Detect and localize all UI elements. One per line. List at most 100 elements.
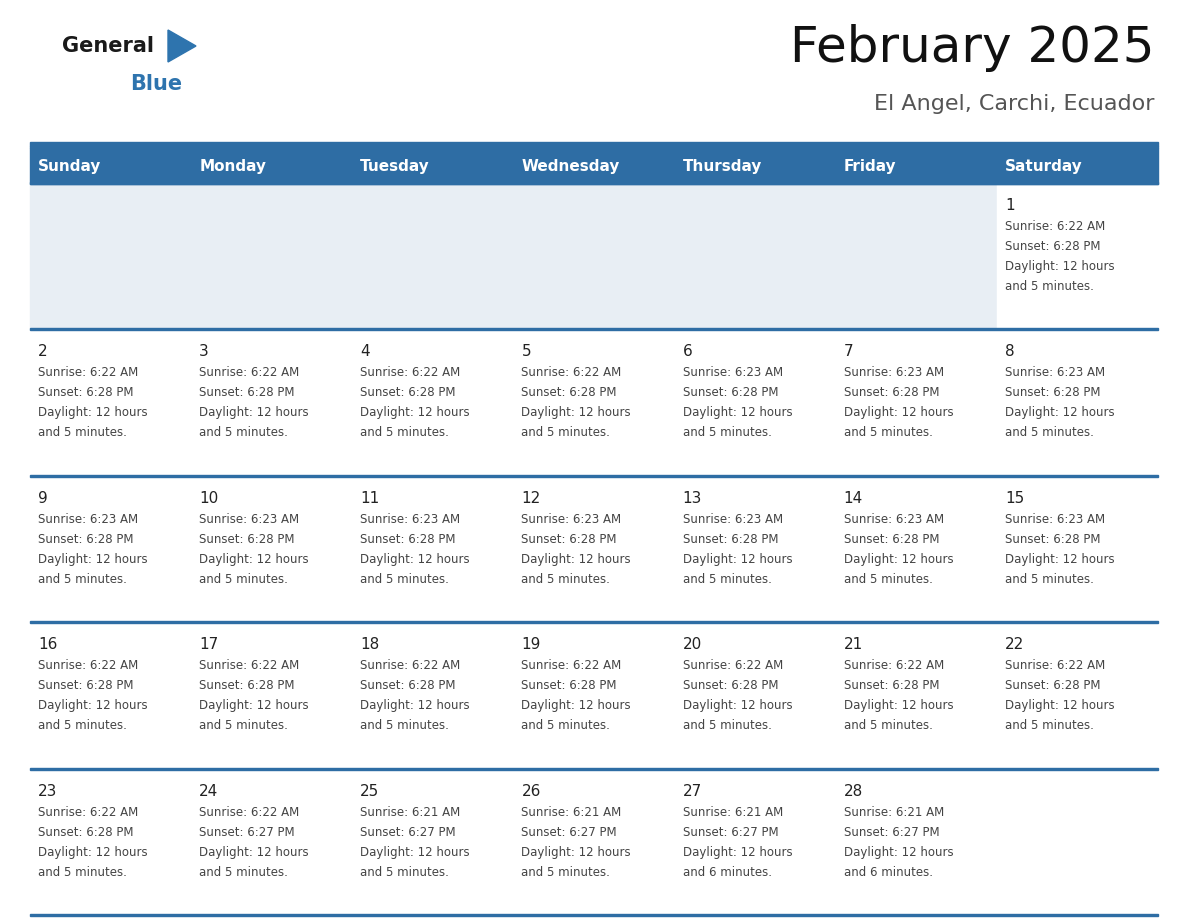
Text: and 5 minutes.: and 5 minutes. [360, 866, 449, 879]
Text: Daylight: 12 hours: Daylight: 12 hours [38, 407, 147, 420]
Text: Sunset: 6:27 PM: Sunset: 6:27 PM [843, 825, 940, 839]
Bar [191, 184, 353, 330]
Text: Sunset: 6:28 PM: Sunset: 6:28 PM [522, 386, 617, 399]
Text: Sunrise: 6:22 AM: Sunrise: 6:22 AM [1005, 220, 1105, 233]
Text: Sunrise: 6:23 AM: Sunrise: 6:23 AM [1005, 513, 1105, 526]
Bar [513, 184, 675, 330]
Bar [30, 621, 1158, 623]
Text: Wednesday: Wednesday [522, 159, 620, 174]
Text: Daylight: 12 hours: Daylight: 12 hours [522, 845, 631, 858]
Text: Daylight: 12 hours: Daylight: 12 hours [360, 700, 470, 712]
Text: 9: 9 [38, 491, 48, 506]
Text: and 5 minutes.: and 5 minutes. [522, 426, 611, 440]
Text: Sunrise: 6:22 AM: Sunrise: 6:22 AM [360, 366, 461, 379]
Text: Sunset: 6:28 PM: Sunset: 6:28 PM [1005, 532, 1100, 546]
Text: Sunset: 6:28 PM: Sunset: 6:28 PM [1005, 386, 1100, 399]
Text: Sunset: 6:27 PM: Sunset: 6:27 PM [360, 825, 456, 839]
Text: Sunset: 6:28 PM: Sunset: 6:28 PM [843, 532, 940, 546]
Text: Daylight: 12 hours: Daylight: 12 hours [522, 407, 631, 420]
Text: and 5 minutes.: and 5 minutes. [522, 573, 611, 586]
Text: and 5 minutes.: and 5 minutes. [1005, 280, 1094, 293]
Text: Daylight: 12 hours: Daylight: 12 hours [200, 407, 309, 420]
Text: and 5 minutes.: and 5 minutes. [200, 426, 287, 440]
Text: and 5 minutes.: and 5 minutes. [843, 426, 933, 440]
Text: Sunday: Sunday [38, 159, 101, 174]
Text: Daylight: 12 hours: Daylight: 12 hours [522, 553, 631, 565]
Text: Sunrise: 6:22 AM: Sunrise: 6:22 AM [38, 806, 138, 819]
Text: 17: 17 [200, 637, 219, 652]
Text: February 2025: February 2025 [790, 24, 1155, 72]
Text: Daylight: 12 hours: Daylight: 12 hours [38, 845, 147, 858]
Text: and 5 minutes.: and 5 minutes. [1005, 426, 1094, 440]
Bar [30, 184, 191, 330]
Text: and 5 minutes.: and 5 minutes. [38, 719, 127, 733]
Bar [997, 623, 1158, 769]
Bar [835, 330, 997, 476]
Text: 10: 10 [200, 491, 219, 506]
Text: and 5 minutes.: and 5 minutes. [522, 866, 611, 879]
Text: and 5 minutes.: and 5 minutes. [360, 426, 449, 440]
Bar [30, 767, 1158, 769]
Text: 3: 3 [200, 344, 209, 360]
Text: 26: 26 [522, 784, 541, 799]
Text: 4: 4 [360, 344, 369, 360]
Bar [353, 476, 513, 623]
Bar [30, 142, 1158, 146]
Bar [513, 769, 675, 916]
Text: Sunset: 6:28 PM: Sunset: 6:28 PM [683, 386, 778, 399]
Text: Sunset: 6:28 PM: Sunset: 6:28 PM [200, 679, 295, 692]
Text: 7: 7 [843, 344, 853, 360]
Text: 19: 19 [522, 637, 541, 652]
Text: Sunset: 6:28 PM: Sunset: 6:28 PM [843, 386, 940, 399]
Bar [30, 148, 1158, 184]
Text: Sunrise: 6:22 AM: Sunrise: 6:22 AM [38, 659, 138, 672]
Text: Blue: Blue [129, 74, 182, 94]
Bar [353, 330, 513, 476]
Text: 21: 21 [843, 637, 862, 652]
Text: and 5 minutes.: and 5 minutes. [38, 866, 127, 879]
Text: Daylight: 12 hours: Daylight: 12 hours [1005, 553, 1114, 565]
Text: Sunset: 6:28 PM: Sunset: 6:28 PM [360, 386, 456, 399]
Text: Sunset: 6:28 PM: Sunset: 6:28 PM [38, 532, 133, 546]
Text: Sunrise: 6:21 AM: Sunrise: 6:21 AM [683, 806, 783, 819]
Bar [997, 769, 1158, 916]
Text: Sunrise: 6:22 AM: Sunrise: 6:22 AM [38, 366, 138, 379]
Text: Sunrise: 6:22 AM: Sunrise: 6:22 AM [843, 659, 944, 672]
Text: Daylight: 12 hours: Daylight: 12 hours [683, 407, 792, 420]
Text: El Angel, Carchi, Ecuador: El Angel, Carchi, Ecuador [874, 94, 1155, 114]
Text: Sunset: 6:28 PM: Sunset: 6:28 PM [38, 679, 133, 692]
Text: Sunrise: 6:23 AM: Sunrise: 6:23 AM [683, 513, 783, 526]
Text: General: General [62, 36, 154, 56]
Text: Daylight: 12 hours: Daylight: 12 hours [843, 845, 953, 858]
Text: and 5 minutes.: and 5 minutes. [200, 573, 287, 586]
Text: Daylight: 12 hours: Daylight: 12 hours [360, 553, 470, 565]
Text: 12: 12 [522, 491, 541, 506]
Text: and 5 minutes.: and 5 minutes. [843, 719, 933, 733]
Text: Sunset: 6:28 PM: Sunset: 6:28 PM [360, 532, 456, 546]
Bar [835, 623, 997, 769]
Bar [30, 146, 1158, 148]
Text: Sunset: 6:28 PM: Sunset: 6:28 PM [522, 532, 617, 546]
Bar [997, 184, 1158, 330]
Text: Daylight: 12 hours: Daylight: 12 hours [200, 845, 309, 858]
Text: and 5 minutes.: and 5 minutes. [38, 426, 127, 440]
Text: Sunset: 6:28 PM: Sunset: 6:28 PM [200, 386, 295, 399]
Text: and 5 minutes.: and 5 minutes. [200, 866, 287, 879]
Text: Daylight: 12 hours: Daylight: 12 hours [360, 845, 470, 858]
Text: Sunrise: 6:22 AM: Sunrise: 6:22 AM [1005, 659, 1105, 672]
Text: Sunset: 6:27 PM: Sunset: 6:27 PM [200, 825, 295, 839]
Text: 2: 2 [38, 344, 48, 360]
Text: Daylight: 12 hours: Daylight: 12 hours [683, 553, 792, 565]
Bar [30, 476, 191, 623]
Text: Sunrise: 6:23 AM: Sunrise: 6:23 AM [522, 513, 621, 526]
Text: 1: 1 [1005, 198, 1015, 213]
Text: Daylight: 12 hours: Daylight: 12 hours [522, 700, 631, 712]
Bar [30, 330, 191, 476]
Text: Daylight: 12 hours: Daylight: 12 hours [843, 553, 953, 565]
Bar [675, 330, 835, 476]
Polygon shape [168, 30, 196, 62]
Text: 5: 5 [522, 344, 531, 360]
Text: Sunrise: 6:23 AM: Sunrise: 6:23 AM [200, 513, 299, 526]
Text: and 5 minutes.: and 5 minutes. [1005, 719, 1094, 733]
Text: 6: 6 [683, 344, 693, 360]
